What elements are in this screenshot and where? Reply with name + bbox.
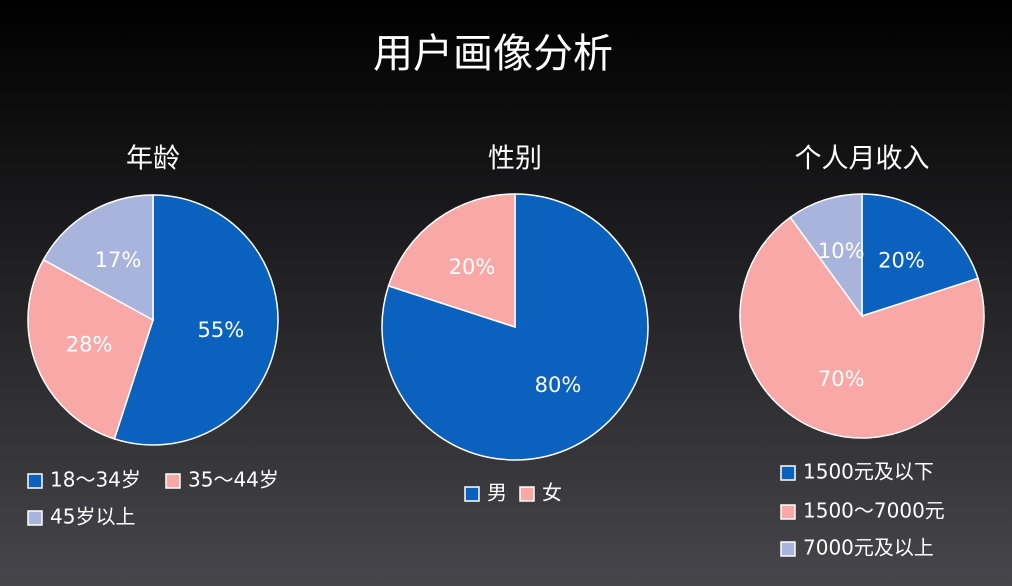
chart-title: 个人月收入 [795,144,930,175]
legend-swatch [519,486,535,502]
pie-slice [27,258,154,440]
legend-swatch [464,486,480,502]
data-label: 70% [818,367,865,391]
chart-title: 年龄 [126,144,180,175]
legend-label: 18～34岁 [50,468,141,492]
legend-swatch [780,504,796,520]
pie-slice [387,193,516,329]
legend-swatch [27,473,43,489]
legend-swatch [780,465,796,481]
legend-label: 7000元及以上 [803,536,934,560]
pie-slice [113,194,279,446]
data-label: 20% [878,249,925,273]
legend-swatch [780,541,796,557]
data-label: 55% [198,318,245,342]
data-label: 28% [66,332,113,356]
legend-label: 1500元及以下 [803,460,934,484]
legend-label: 女 [542,481,562,505]
legend-swatch [27,510,43,526]
legend-swatch [165,473,181,489]
data-label: 10% [818,239,865,263]
chart-title: 性别 [488,144,542,175]
data-label: 80% [535,373,582,397]
pie-slice [739,216,985,439]
page-title: 用户画像分析 [373,31,613,77]
legend-label: 35～44岁 [188,468,279,492]
pie-slice [789,193,863,319]
data-label: 17% [95,248,142,272]
pie-slice [42,194,154,322]
data-label: 20% [449,255,496,279]
pie-slice [861,193,979,318]
legend-label: 1500～7000元 [803,499,945,523]
legend-label: 45岁以上 [50,505,135,529]
legend-label: 男 [487,481,507,505]
